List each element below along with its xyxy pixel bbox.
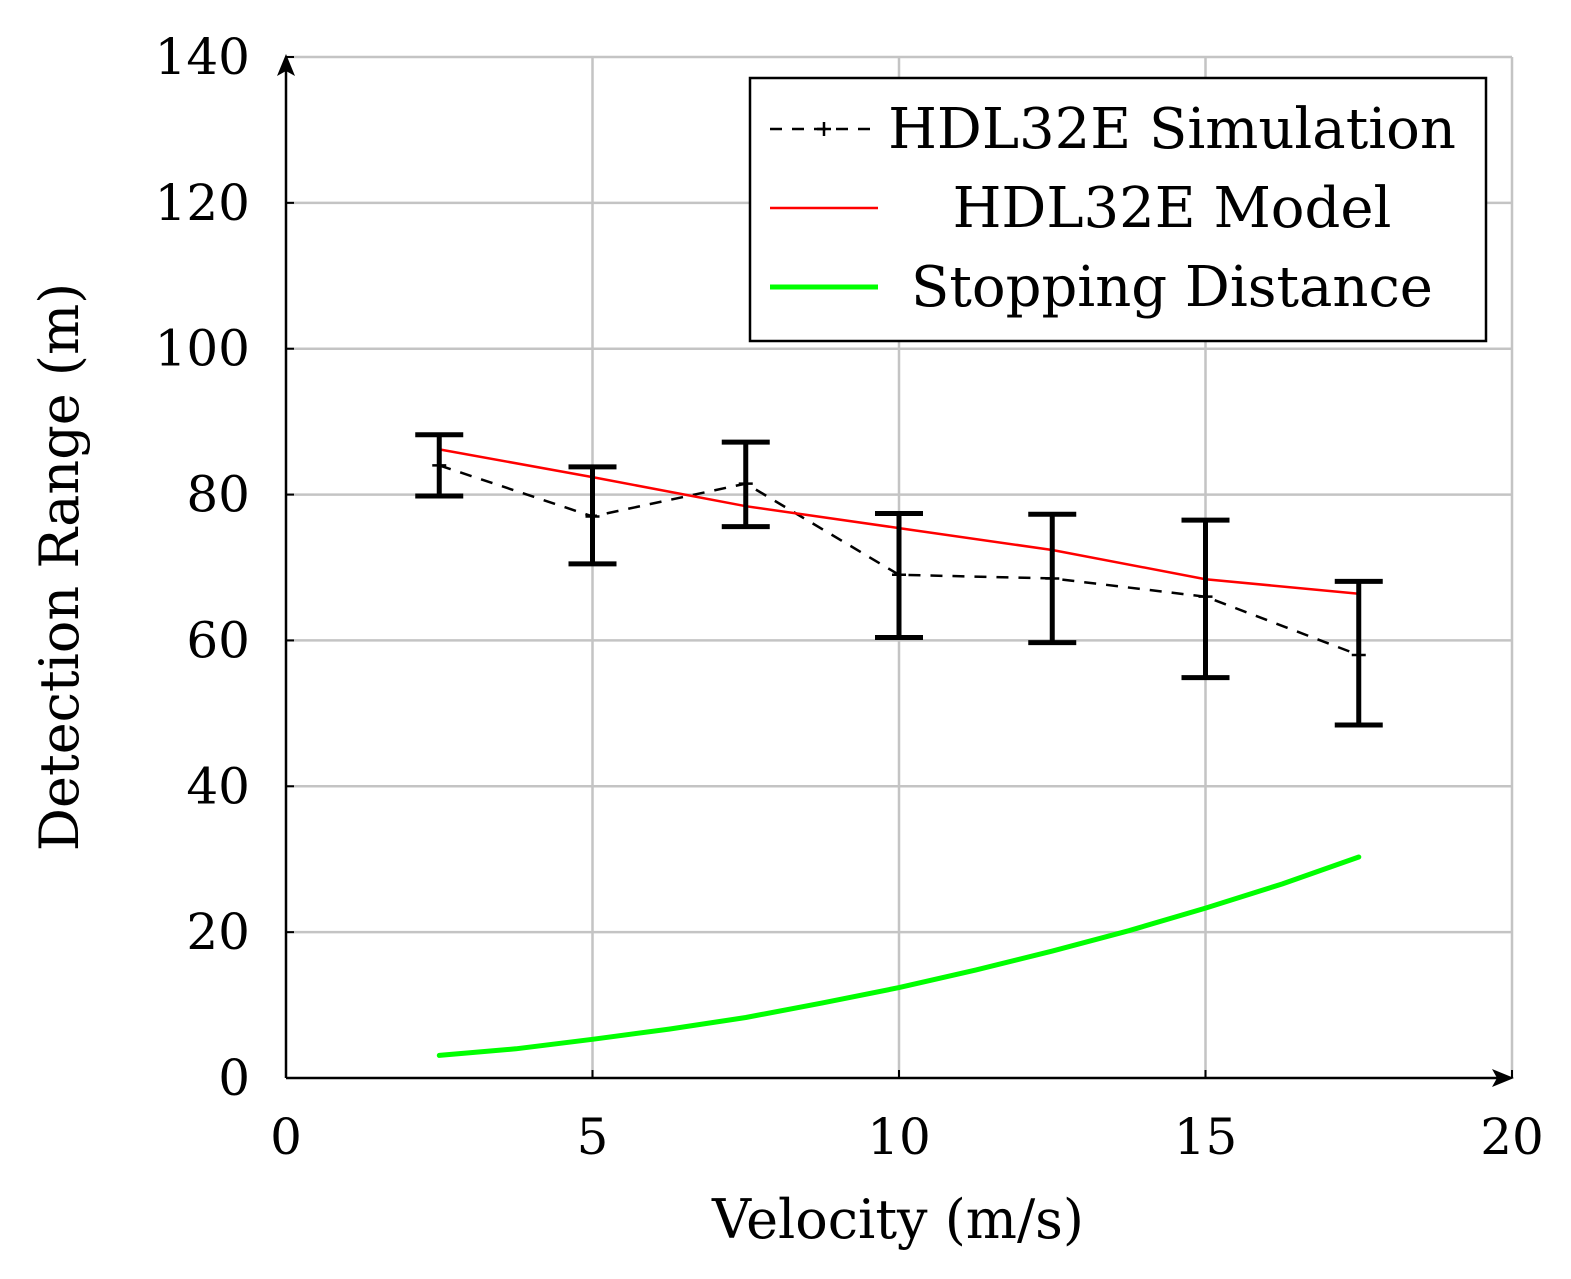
legend-entry-stopping: Stopping Distance — [770, 255, 1433, 320]
tick-labels: 0 5 10 15 20 0 20 40 60 80 100 120 140 — [155, 28, 1544, 1166]
x-tick-label-10: 10 — [867, 1108, 931, 1166]
x-tick-label-20: 20 — [1480, 1108, 1544, 1166]
x-tick-label-15: 15 — [1174, 1108, 1238, 1166]
y-tick-label-120: 120 — [155, 174, 250, 232]
y-tick-label-60: 60 — [186, 611, 250, 669]
legend-label-model: HDL32E Model — [953, 176, 1392, 241]
error-bar-0 — [415, 432, 464, 499]
error-bars — [415, 432, 1383, 728]
error-bar-6 — [1334, 578, 1383, 728]
x-axis-title: Velocity (m/s) — [711, 1188, 1084, 1251]
error-bar-1 — [568, 464, 617, 567]
legend-entry-model: HDL32E Model — [770, 176, 1391, 241]
x-tick-label-0: 0 — [270, 1108, 302, 1166]
error-bar-2 — [721, 439, 770, 530]
series-line-stopping-distance — [436, 854, 1362, 1058]
legend-label-simulation: HDL32E Simulation — [888, 97, 1456, 162]
axes — [277, 54, 1514, 1087]
y-tick-label-140: 140 — [155, 28, 250, 86]
legend-marker-plus-icon — [817, 122, 831, 136]
x-axis-arrowhead — [1492, 1069, 1514, 1087]
y-tick-label-100: 100 — [155, 320, 250, 378]
error-bar-3 — [875, 511, 923, 641]
error-bar-5 — [1181, 517, 1230, 681]
y-tick-label-20: 20 — [186, 903, 250, 961]
error-bar-4 — [1028, 511, 1077, 646]
x-tick-label-5: 5 — [577, 1108, 609, 1166]
legend-label-stopping: Stopping Distance — [911, 255, 1433, 320]
y-tick-label-0: 0 — [218, 1049, 250, 1107]
y-tick-label-40: 40 — [186, 757, 250, 815]
legend: HDL32E Simulation HDL32E Model Stopping … — [748, 76, 1488, 343]
y-axis-title: Detection Range (m) — [28, 283, 91, 851]
y-axis-arrowhead — [277, 54, 295, 76]
y-tick-label-80: 80 — [186, 466, 250, 524]
legend-box — [748, 76, 1488, 343]
legend-entry-simulation: HDL32E Simulation — [770, 97, 1456, 162]
